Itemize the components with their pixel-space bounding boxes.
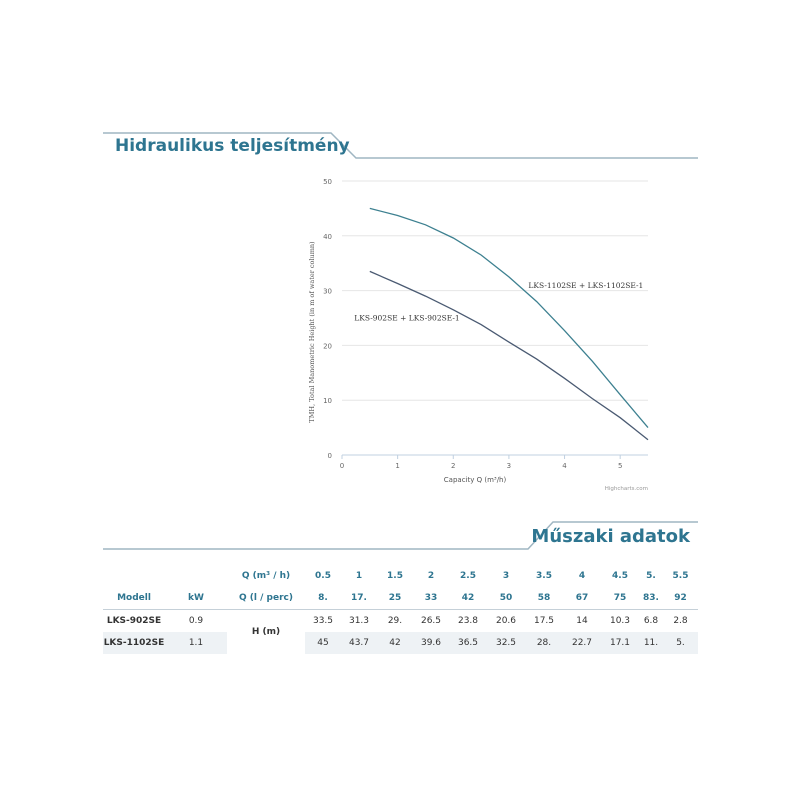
h-cell: 36.5 (449, 632, 487, 654)
q-l-cell: 75 (613, 593, 627, 603)
x-axis-label: Capacity Q (m³/h) (444, 476, 507, 484)
q-l-cell: 50 (499, 593, 513, 603)
q-l-cell: 8. (318, 593, 328, 603)
q-m3-cell: 3 (502, 571, 510, 581)
specs-table: Q (m³ / h) 0.5 1 1.5 2 2.5 3 3.5 4 4.5 5… (103, 565, 698, 654)
h-cell: 5. (663, 632, 698, 654)
q-m3-cell: 5.5 (672, 571, 689, 581)
h-cell: 11. (639, 632, 663, 654)
h-cell: 32.5 (487, 632, 525, 654)
series-line (369, 207, 649, 429)
q-l-cell: 58 (537, 593, 551, 603)
series-line (369, 270, 649, 441)
q-l-cell: 25 (388, 593, 402, 603)
h-cell: 23.8 (457, 616, 479, 626)
x-tick-label: 5 (618, 462, 622, 470)
credit-label: Highcharts.com (605, 486, 648, 492)
section-header-hydraulic: Hidraulikus teljesítmény (103, 130, 698, 160)
q-m3-cell: 3.5 (536, 571, 552, 581)
q-l-cell: 42 (461, 593, 475, 603)
h-cell: 29. (387, 616, 403, 626)
h-cell: 43.7 (341, 632, 377, 654)
y-tick-label: 40 (323, 233, 332, 241)
q-m3-cell: 2.5 (460, 571, 476, 581)
q-m3-cell: 1.5 (387, 571, 403, 581)
h-cell: 10.3 (609, 616, 631, 626)
x-tick-label: 0 (340, 462, 344, 470)
section-header-specs: Műszaki adatok (103, 519, 698, 551)
model-cell: LKS-902SE (106, 616, 162, 626)
q-l-cell: 17. (351, 593, 367, 603)
q-m3-cell: 4 (578, 571, 586, 581)
kw-cell: 0.9 (188, 616, 204, 626)
x-tick-label: 3 (507, 462, 511, 470)
y-tick-label: 50 (323, 178, 332, 186)
y-tick-label: 30 (323, 288, 332, 296)
header-kw: kW (188, 593, 204, 603)
h-cell: 6.8 (643, 616, 659, 626)
x-tick-label: 4 (562, 462, 567, 470)
q-l-cell: 67 (575, 593, 589, 603)
h-cell: 14 (576, 616, 588, 626)
h-cell: 17.5 (533, 616, 555, 626)
q-m3-cell: 0.5 (315, 571, 331, 581)
h-cell: 33.5 (312, 616, 334, 626)
h-cell: 2.8 (673, 616, 688, 626)
header-q-m3: Q (m³ / h) (241, 571, 291, 581)
section-title-specs: Műszaki adatok (531, 526, 690, 547)
h-cell: 17.1 (601, 632, 639, 654)
kw-cell: 1.1 (165, 632, 227, 654)
x-tick-label: 1 (395, 462, 399, 470)
series-label: LKS-1102SE + LKS-1102SE-1 (528, 281, 643, 290)
h-cell: 31.3 (348, 616, 370, 626)
y-tick-label: 10 (323, 397, 332, 405)
header-decoration-2 (103, 521, 698, 550)
header-row-q-m3: Q (m³ / h) 0.5 1 1.5 2 2.5 3 3.5 4 4.5 5… (103, 565, 698, 587)
h-cell: 39.6 (413, 632, 449, 654)
model-cell: LKS-1102SE (103, 632, 165, 654)
h-cell: 20.6 (495, 616, 517, 626)
header-model: Modell (117, 593, 151, 603)
q-l-cell: 92 (674, 593, 687, 603)
h-cell: 45 (305, 632, 341, 654)
performance-chart: 0 10 20 30 40 50 0 1 2 3 4 5 Capacity Q (m³/h) TMH, T… (308, 178, 649, 492)
h-cell: 42 (377, 632, 413, 654)
q-m3-cell: 1 (355, 571, 363, 581)
y-tick-label: 20 (323, 342, 332, 350)
y-tick-label: 0 (328, 452, 332, 460)
y-axis-label: TMH, Total Manometric Height (in m of wa… (308, 241, 316, 423)
q-m3-cell: 4.5 (612, 571, 628, 581)
header-row-q-l: Modell kW Q (l / perc) 8. 17. 25 33 42 5… (103, 587, 698, 610)
header-h: H (m) (251, 627, 281, 637)
q-l-cell: 83. (643, 593, 659, 603)
q-l-cell: 33 (424, 593, 438, 603)
section-title-hydraulic: Hidraulikus teljesítmény (115, 136, 350, 156)
h-cell: 28. (525, 632, 563, 654)
h-cell: 22.7 (563, 632, 601, 654)
q-m3-cell: 5. (646, 571, 656, 581)
table-row-lks-1102se: LKS-1102SE 1.1 45 43.7 42 39.6 36.5 32.5… (103, 632, 698, 654)
q-m3-cell: 2 (427, 571, 435, 581)
x-tick-label: 2 (451, 462, 455, 470)
header-q-l: Q (l / perc) (239, 593, 293, 603)
table-row-lks-902se: LKS-902SE 0.9 H (m) 33.5 31.3 29. 26.5 2… (103, 609, 698, 637)
header-decoration (103, 132, 698, 159)
h-cell: 26.5 (420, 616, 442, 626)
series-label: LKS-902SE + LKS-902SE-1 (354, 314, 459, 323)
